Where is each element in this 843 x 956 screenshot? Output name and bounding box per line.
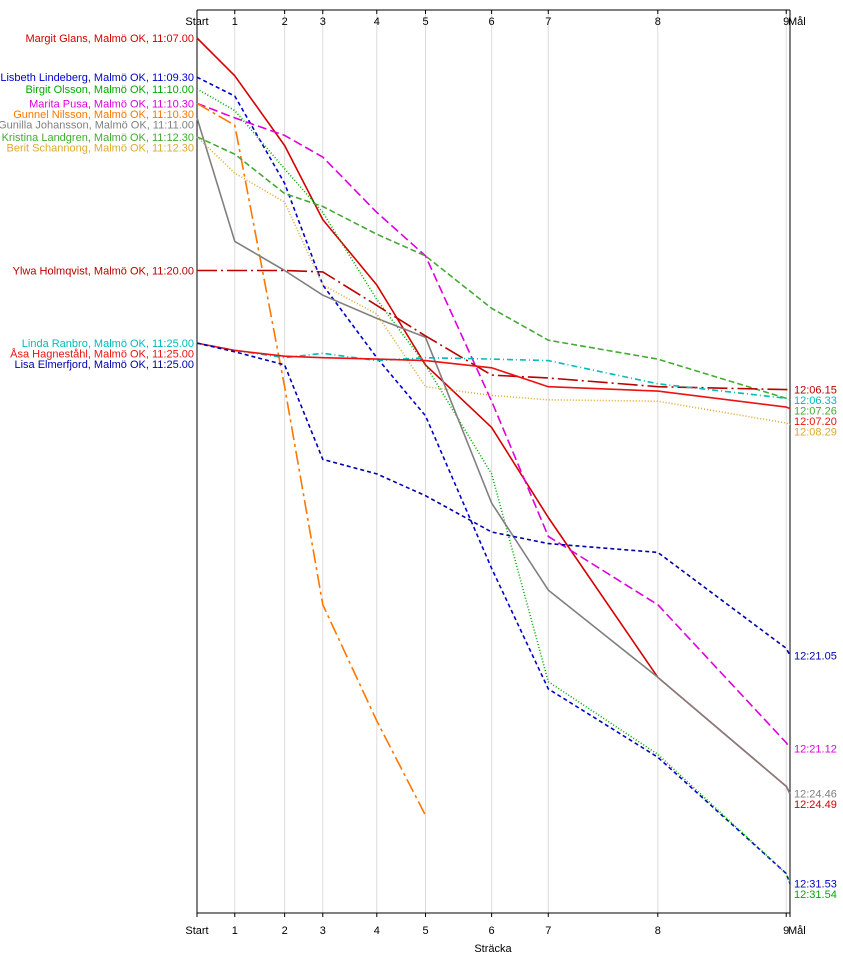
series-line bbox=[196, 342, 791, 410]
x-tick-label: 9 bbox=[783, 925, 789, 937]
series-start-label: Berit Schannong, Malmö OK, 11:12.30 bbox=[6, 142, 194, 154]
start-labels: Margit Glans, Malmö OK, 11:07.00 Lisbeth … bbox=[0, 33, 194, 371]
x-tick-label: 1 bbox=[232, 925, 238, 937]
x-tick-label: Start bbox=[185, 16, 208, 28]
series-start-label: Linda Ranbro, Malmö OK, 11:25.00 bbox=[22, 338, 194, 350]
x-tick-label: 9 bbox=[783, 16, 789, 28]
x-tick-label: 4 bbox=[374, 925, 380, 937]
series-start-label: Margit Glans, Malmö OK, 11:07.00 bbox=[25, 33, 194, 45]
x-tick-label: Mål bbox=[788, 925, 806, 937]
series-line bbox=[196, 102, 791, 749]
series-start-label: Kristina Landgren, Malmö OK, 11:12.30 bbox=[2, 132, 194, 144]
x-tick-label: 6 bbox=[489, 16, 495, 28]
series-start-label: Ylwa Holmqvist, Malmö OK, 11:20.00 bbox=[13, 265, 194, 277]
series-end-label: 12:06.15 bbox=[794, 385, 837, 397]
series-line bbox=[196, 37, 791, 794]
series-end-label: 12:07.20 bbox=[794, 416, 837, 428]
x-axis-title: Sträcka bbox=[474, 943, 512, 955]
x-tick-label: 2 bbox=[282, 16, 288, 28]
x-tick-label: 5 bbox=[422, 16, 428, 28]
series-line bbox=[196, 117, 791, 794]
series-end-label: 12:08.29 bbox=[794, 427, 837, 439]
series-end-label: 12:24.49 bbox=[794, 799, 837, 811]
series-start-label: Gunnel Nilsson, Malmö OK, 11:10.30 bbox=[13, 109, 194, 121]
x-tick-label: 1 bbox=[232, 16, 238, 28]
x-tick-label: 6 bbox=[489, 925, 495, 937]
series-end-label: 12:07.26 bbox=[794, 406, 837, 418]
series-end-label: 12:31.54 bbox=[794, 889, 837, 901]
series-end-label: 12:06.33 bbox=[794, 395, 837, 407]
series-line bbox=[196, 342, 791, 401]
x-tick-label: 7 bbox=[545, 925, 551, 937]
x-tick-label: Start bbox=[185, 925, 208, 937]
x-tick-label: 8 bbox=[655, 925, 661, 937]
series-start-label: Gunilla Johansson, Malmö OK, 11:11.00 bbox=[0, 119, 194, 131]
series-start-label: Åsa Hagneståhl, Malmö OK, 11:25.00 bbox=[10, 348, 194, 361]
x-tick-label: 2 bbox=[282, 925, 288, 937]
series-start-label: Marita Pusa, Malmö OK, 11:10.30 bbox=[29, 98, 194, 110]
series-lines bbox=[196, 37, 791, 885]
series-line bbox=[196, 136, 791, 401]
x-tick-label: 4 bbox=[374, 16, 380, 28]
series-start-label: Lisa Elmerfjord, Malmö OK, 11:25.00 bbox=[14, 359, 194, 371]
series-start-label: Lisbeth Lindeberg, Malmö OK, 11:09.30 bbox=[0, 72, 194, 84]
grid-lines bbox=[234, 10, 787, 913]
x-tick-label: 7 bbox=[545, 16, 551, 28]
x-tick-label: Mål bbox=[788, 16, 806, 28]
series-end-label: 12:21.05 bbox=[794, 651, 837, 663]
series-line bbox=[196, 76, 791, 884]
x-tick-label: 3 bbox=[320, 16, 326, 28]
series-end-label: 12:31.53 bbox=[794, 879, 837, 891]
series-line bbox=[197, 269, 790, 391]
series-start-label: Birgit Olsson, Malmö OK, 11:10.00 bbox=[25, 84, 194, 96]
series-line bbox=[196, 136, 791, 426]
series-line bbox=[196, 102, 427, 816]
x-tick-label: 5 bbox=[422, 925, 428, 937]
x-tick-label: 3 bbox=[320, 925, 326, 937]
series-line bbox=[196, 342, 791, 656]
series-end-label: 12:21.12 bbox=[794, 744, 837, 756]
series-line bbox=[196, 88, 791, 885]
x-tick-label: 8 bbox=[655, 16, 661, 28]
series-end-label: 12:24.46 bbox=[794, 789, 837, 801]
